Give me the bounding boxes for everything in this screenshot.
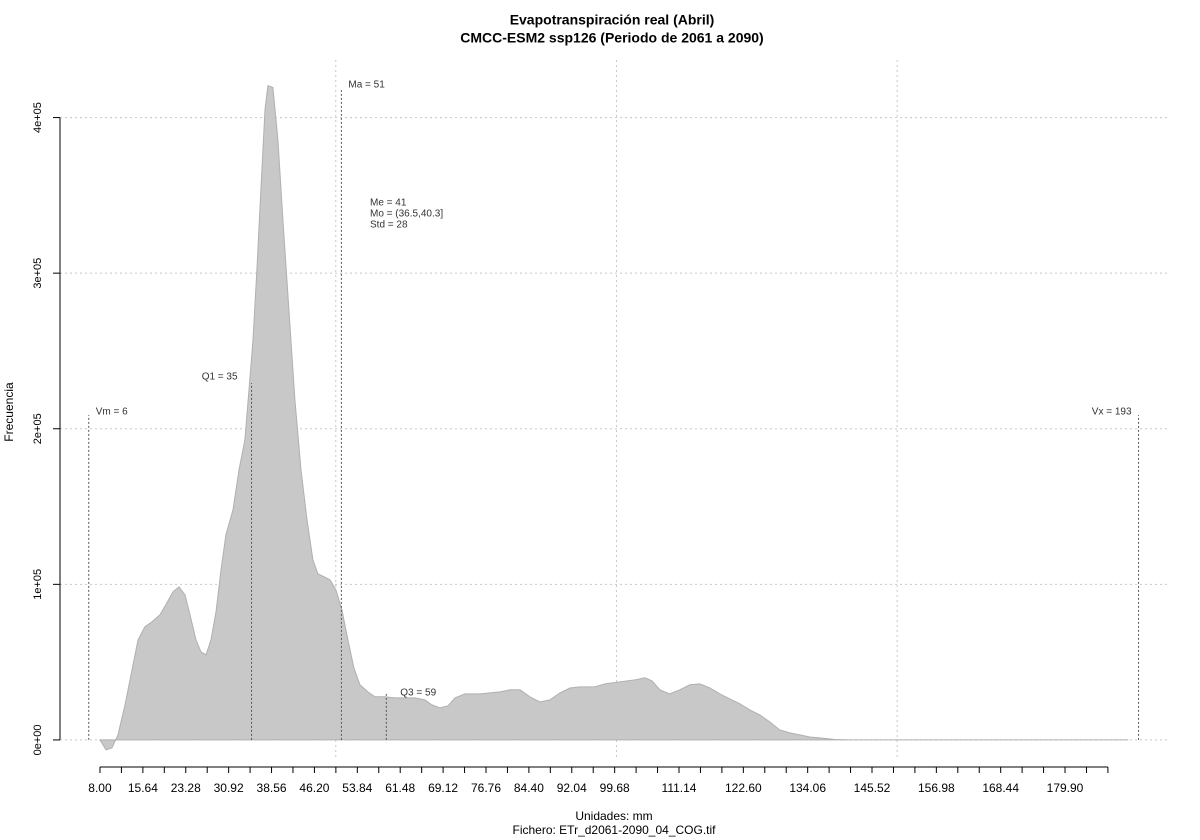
y-tick-label: 1e+05 [32,569,44,600]
y-tick-label: 4e+05 [32,102,44,133]
y-tick-label: 2e+05 [32,413,44,444]
x-tick-label: 179.90 [1047,781,1084,795]
stat-note: Std = 28 [370,220,408,231]
x-tick-label: 30.92 [214,781,244,795]
stat-label: Ma = 51 [348,80,385,91]
x-tick-label: 69.12 [428,781,458,795]
stat-label: Q1 = 35 [202,372,238,383]
stat-label: Vx = 193 [1092,407,1132,418]
caption: Fichero: ETr_d2061-2090_04_COG.tif [513,823,717,837]
chart-subtitle: CMCC-ESM2 ssp126 (Periodo de 2061 a 2090… [460,30,763,46]
y-axis-label: Frecuencia [2,382,16,442]
x-tick-label: 156.98 [918,781,955,795]
x-tick-label: 8.00 [88,781,112,795]
chart-title: Evapotranspiración real (Abril) [510,12,715,28]
x-tick-label: 99.68 [600,781,630,795]
x-tick-label: 122.60 [725,781,762,795]
x-tick-label: 84.40 [514,781,544,795]
x-tick-label: 46.20 [299,781,329,795]
stat-note: Me = 41 [370,198,407,209]
y-tick-label: 3e+05 [32,258,44,289]
stat-note: Mo = (36.5,40.3] [370,209,443,220]
x-tick-label: 53.84 [342,781,372,795]
x-tick-label: 61.48 [385,781,415,795]
x-tick-label: 145.52 [854,781,891,795]
x-tick-label: 76.76 [471,781,501,795]
x-tick-label: 92.04 [557,781,587,795]
y-tick-label: 0e+00 [32,724,44,755]
x-tick-label: 168.44 [982,781,1019,795]
stat-label: Q3 = 59 [400,688,436,699]
x-tick-label: 111.14 [662,781,697,795]
x-axis-label: Unidades: mm [575,809,652,823]
density-area [98,85,1129,751]
x-tick-label: 23.28 [171,781,201,795]
x-tick-label: 38.56 [257,781,287,795]
x-tick-label: 15.64 [128,781,158,795]
x-tick-label: 134.06 [789,781,826,795]
stat-label: Vm = 6 [96,407,128,418]
